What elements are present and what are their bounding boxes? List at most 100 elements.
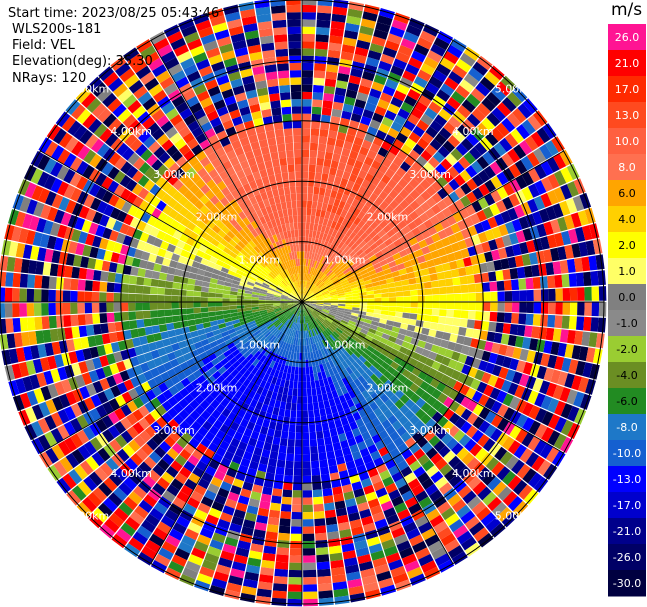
range-gate	[447, 234, 458, 245]
range-gate	[431, 180, 443, 192]
range-gate	[302, 316, 305, 324]
range-gate	[55, 277, 64, 290]
range-gate	[453, 285, 462, 294]
range-gate	[336, 347, 344, 355]
range-gate	[352, 411, 362, 421]
range-gate	[339, 333, 348, 341]
range-gate	[270, 100, 281, 109]
range-gate	[302, 178, 308, 187]
range-gate	[165, 108, 179, 121]
range-gate	[266, 405, 274, 414]
range-gate	[284, 409, 291, 418]
range-gate	[248, 251, 256, 259]
range-gate	[285, 193, 291, 202]
range-gate	[418, 239, 428, 249]
range-gate	[204, 271, 213, 278]
range-gate	[258, 363, 266, 371]
range-gate	[287, 591, 302, 600]
range-gate	[302, 26, 316, 35]
range-gate	[287, 598, 302, 607]
range-gate	[198, 230, 208, 239]
range-gate	[108, 512, 125, 528]
range-gate	[342, 283, 351, 289]
range-gate	[432, 69, 448, 83]
range-gate	[318, 283, 326, 290]
range-gate	[522, 98, 538, 114]
range-gate	[502, 269, 511, 280]
range-gate	[453, 429, 466, 442]
range-gate	[63, 168, 76, 184]
range-gate	[193, 313, 202, 319]
range-gate	[280, 302, 288, 305]
range-gate	[134, 384, 146, 397]
range-gate	[421, 246, 431, 255]
range-gate	[345, 366, 354, 375]
range-gate	[280, 271, 287, 279]
range-gate	[202, 370, 212, 380]
range-gate	[158, 324, 168, 333]
range-gate	[213, 419, 223, 430]
range-gate	[483, 292, 491, 302]
colorbar-tick-label: 0.0	[618, 291, 636, 304]
range-gate	[487, 496, 502, 512]
range-gate	[323, 306, 331, 310]
range-gate	[542, 123, 557, 140]
range-gate	[327, 283, 335, 289]
range-gate	[540, 192, 552, 208]
range-gate	[223, 57, 238, 68]
range-gate	[162, 389, 173, 400]
range-gate	[302, 446, 310, 455]
range-gate	[476, 209, 488, 222]
range-gate	[408, 277, 417, 285]
range-gate	[241, 259, 250, 267]
range-gate	[60, 212, 72, 226]
range-gate	[252, 358, 260, 367]
range-gate	[270, 251, 277, 260]
range-gate	[299, 287, 301, 295]
range-gate	[118, 502, 134, 516]
range-gate	[289, 313, 295, 321]
range-gate	[219, 206, 229, 216]
range-gate	[398, 374, 408, 384]
range-gate	[230, 485, 242, 495]
range-gate	[342, 37, 357, 47]
range-gate	[394, 477, 408, 489]
range-gate	[518, 373, 530, 387]
range-gate	[514, 336, 524, 348]
range-gate	[282, 179, 290, 188]
range-gate	[385, 78, 399, 90]
range-gate	[251, 237, 260, 246]
range-gate	[251, 211, 259, 221]
range-gate	[220, 481, 232, 492]
range-gate	[357, 317, 365, 322]
range-gate	[396, 244, 406, 253]
range-gate	[178, 195, 189, 207]
range-gate	[233, 431, 243, 441]
range-gate	[330, 306, 338, 310]
range-gate	[308, 359, 313, 367]
range-gate	[358, 424, 368, 435]
range-gate	[577, 302, 585, 316]
range-gate	[147, 215, 158, 227]
range-gate	[327, 271, 335, 278]
range-gate	[231, 335, 240, 342]
range-gate	[234, 447, 245, 458]
range-gate	[193, 108, 206, 120]
range-gate	[434, 133, 447, 146]
range-gate	[123, 265, 132, 275]
range-gate	[381, 333, 390, 340]
range-gate	[474, 348, 484, 360]
range-gate	[323, 304, 331, 307]
range-gate	[318, 282, 325, 289]
range-gate	[322, 293, 330, 297]
range-gate	[195, 178, 206, 189]
range-gate	[345, 460, 356, 470]
range-gate	[260, 403, 269, 413]
range-gate	[253, 424, 262, 433]
range-gate	[199, 566, 215, 578]
range-gate	[244, 302, 252, 305]
range-gate	[297, 323, 300, 331]
range-gate	[355, 358, 364, 367]
range-gate	[338, 251, 346, 259]
range-gate	[178, 296, 187, 302]
